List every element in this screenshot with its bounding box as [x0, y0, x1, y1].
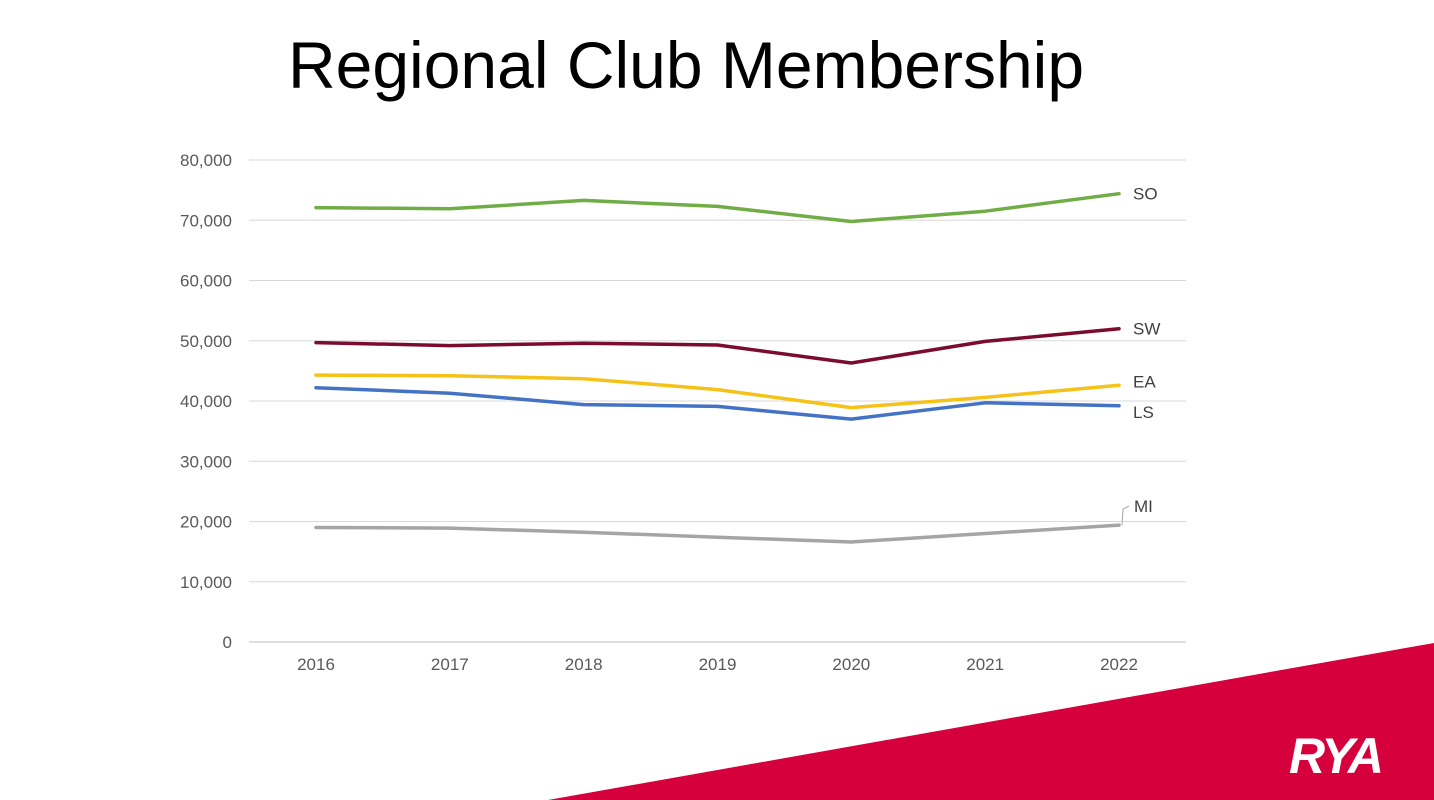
y-tick-label: 30,000 [180, 452, 232, 471]
x-tick-label: 2018 [565, 655, 603, 674]
x-tick-label: 2017 [431, 655, 469, 674]
x-tick-label: 2016 [297, 655, 335, 674]
rya-logo-text: RYA [1289, 729, 1381, 781]
x-tick-label: 2021 [966, 655, 1004, 674]
y-tick-label: 0 [223, 633, 232, 652]
series-label-ea: EA [1133, 372, 1156, 391]
series-label-so: SO [1133, 185, 1158, 204]
rya-logo-icon: RYA [1289, 729, 1384, 781]
series-label-sw: SW [1133, 320, 1160, 339]
series-line-so [314, 191, 1121, 224]
series-labels: SO SW EA LS MI [1121, 185, 1160, 526]
y-tick-label: 10,000 [180, 573, 232, 592]
y-tick-label: 50,000 [180, 332, 232, 351]
series-line-ls [314, 385, 1121, 421]
y-tick-label: 20,000 [180, 513, 232, 532]
y-tick-label: 40,000 [180, 392, 232, 411]
brand-banner [548, 643, 1434, 800]
series-lines [314, 191, 1121, 544]
series-label-mi: MI [1134, 497, 1153, 516]
series-label-ls: LS [1133, 403, 1154, 422]
series-line-ea [314, 373, 1121, 410]
y-tick-label: 80,000 [180, 151, 232, 170]
y-tick-label: 60,000 [180, 272, 232, 291]
mi-label-leader-line [1121, 505, 1130, 526]
series-line-sw [314, 326, 1121, 365]
axis-labels: 0 10,000 20,000 30,000 40,000 50,000 60,000 70,… [180, 151, 1138, 674]
y-tick-label: 70,000 [180, 211, 232, 230]
x-tick-label: 2022 [1100, 655, 1138, 674]
gridlines [249, 159, 1186, 643]
slide-title: Regional Club Membership [287, 28, 1085, 102]
x-tick-label: 2020 [832, 655, 870, 674]
x-tick-label: 2019 [699, 655, 737, 674]
series-line-mi [314, 523, 1121, 544]
